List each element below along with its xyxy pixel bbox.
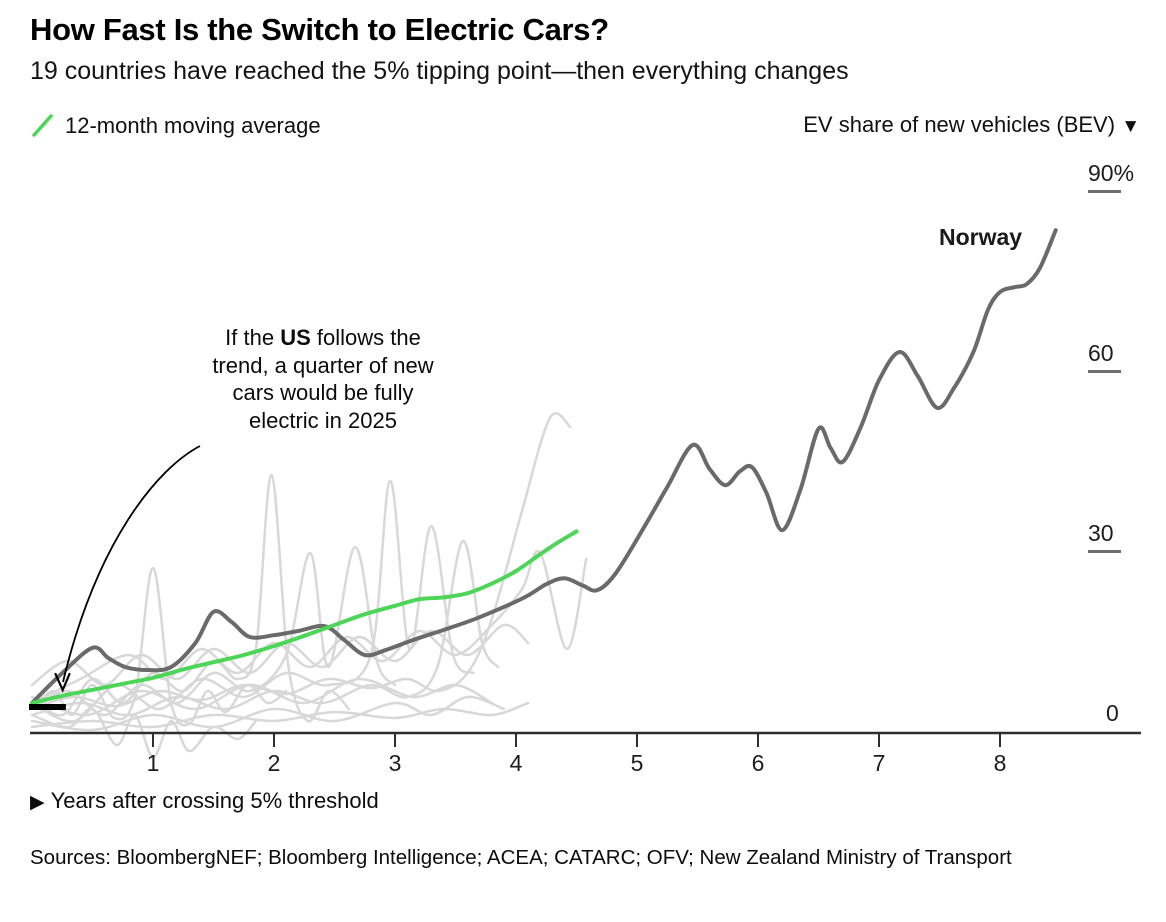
y-axis-title: EV share of new vehicles (BEV) ▼: [803, 112, 1140, 138]
legend-label: 12-month moving average: [65, 113, 321, 138]
x-axis-tick-label: 8: [993, 750, 1007, 776]
legend: 12-month moving average: [30, 112, 321, 140]
background-series-line: [30, 539, 500, 717]
y-axis-tick-label: 30: [1088, 520, 1114, 546]
x-axis-caption: ▶ Years after crossing 5% threshold: [30, 788, 379, 814]
moving-average-line: [30, 529, 579, 705]
y-axis-tick-mark: [1088, 550, 1121, 553]
triangle-down-icon: ▼: [1121, 116, 1140, 137]
sources-note: Sources: BloombergNEF; Bloomberg Intelli…: [30, 846, 1012, 869]
annotation-arrow: [62, 445, 201, 683]
x-axis-tick-label: 7: [872, 750, 886, 776]
annotation-arrowhead: [54, 672, 71, 693]
annotation-text: If the: [225, 325, 281, 350]
background-series-line: [30, 677, 494, 717]
y-axis-tick-mark: [1088, 370, 1121, 373]
norway-line: [30, 228, 1058, 705]
triangle-right-icon: ▶: [30, 792, 45, 813]
background-series-line: [30, 701, 530, 729]
x-axis-tick-label: 6: [751, 750, 765, 776]
y-axis-tick-mark: [1088, 190, 1121, 193]
x-axis-caption-label: Years after crossing 5% threshold: [50, 788, 379, 813]
annotation-bold-text: US: [280, 325, 311, 350]
legend-swatch-icon: [32, 114, 53, 137]
x-axis-tick-label: 3: [388, 750, 402, 776]
annotation: If the US follows the trend, a quarter o…: [206, 324, 440, 435]
annotation-text-cont: follows the trend, a quarter of new cars…: [212, 325, 434, 434]
y-axis-tick-label: 60: [1088, 340, 1114, 366]
background-series-line: [30, 707, 258, 759]
y-axis-title-label: EV share of new vehicles (BEV): [803, 112, 1116, 137]
norway-series-label: Norway: [939, 224, 1023, 250]
x-axis-tick-label: 2: [267, 750, 281, 776]
y-axis-tick-label: 0: [1106, 700, 1119, 726]
page-title: How Fast Is the Switch to Electric Cars?: [30, 12, 609, 47]
x-axis-tick-label: 5: [630, 750, 644, 776]
y-axis-tick-label: 90%: [1088, 160, 1135, 186]
x-axis-tick-label: 4: [509, 750, 523, 776]
x-axis-tick-label: 1: [146, 750, 160, 776]
page-subtitle: 19 countries have reached the 5% tipping…: [30, 57, 849, 85]
